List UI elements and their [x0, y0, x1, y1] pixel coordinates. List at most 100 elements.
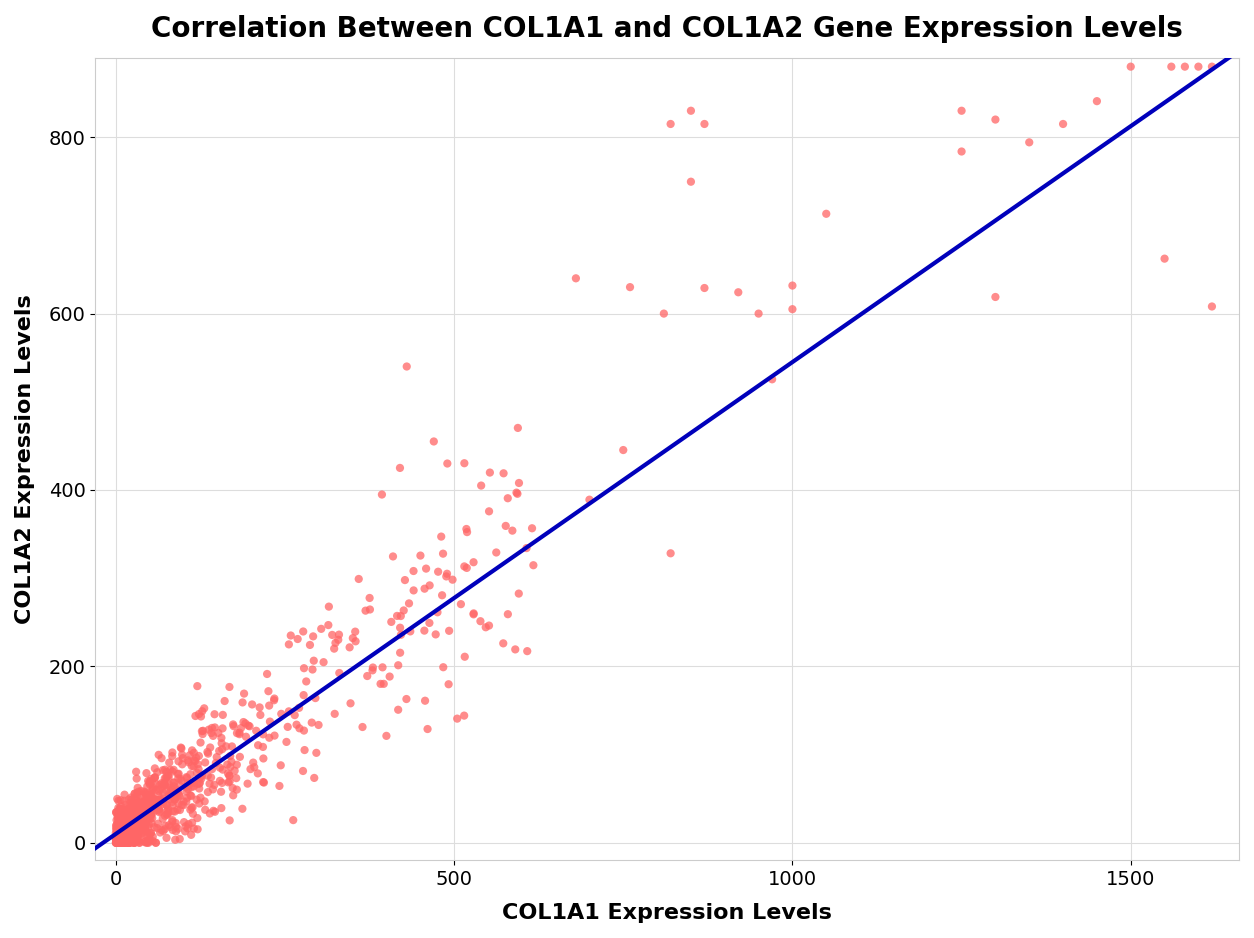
- Point: [295, 743, 315, 758]
- Point: [271, 758, 291, 773]
- Point: [240, 719, 260, 734]
- Point: [109, 835, 129, 850]
- Point: [129, 806, 149, 821]
- Point: [133, 817, 153, 832]
- Point: [456, 524, 477, 539]
- Point: [132, 811, 152, 826]
- Point: [117, 835, 137, 850]
- Point: [149, 784, 169, 799]
- Point: [203, 803, 223, 818]
- Point: [148, 816, 168, 831]
- Point: [517, 643, 537, 658]
- Point: [127, 803, 147, 818]
- Point: [122, 827, 142, 842]
- Point: [314, 655, 334, 670]
- Point: [242, 697, 262, 712]
- Point: [139, 810, 159, 825]
- Point: [124, 835, 144, 850]
- Point: [216, 739, 236, 754]
- Point: [308, 718, 329, 733]
- Point: [1155, 251, 1175, 266]
- Point: [184, 821, 204, 836]
- Point: [118, 803, 138, 818]
- Point: [112, 820, 132, 835]
- Point: [171, 771, 191, 786]
- Point: [157, 783, 177, 798]
- Point: [177, 791, 197, 806]
- Point: [153, 811, 173, 826]
- Point: [108, 811, 128, 826]
- Point: [399, 596, 419, 611]
- Point: [138, 798, 158, 813]
- Point: [109, 815, 129, 830]
- Point: [140, 787, 161, 802]
- Point: [164, 792, 184, 807]
- Point: [118, 823, 138, 838]
- Point: [127, 793, 147, 808]
- Point: [357, 669, 377, 684]
- Point: [107, 812, 127, 827]
- Point: [169, 803, 189, 818]
- Point: [161, 820, 181, 835]
- Point: [108, 828, 128, 843]
- Point: [184, 753, 204, 768]
- Point: [110, 835, 130, 850]
- Point: [147, 782, 167, 797]
- Point: [177, 770, 197, 785]
- Point: [122, 793, 142, 808]
- Point: [425, 627, 445, 642]
- Point: [120, 807, 140, 822]
- Point: [169, 831, 189, 846]
- Point: [113, 827, 133, 842]
- Point: [178, 821, 198, 836]
- Point: [114, 811, 134, 826]
- Point: [223, 719, 243, 734]
- Point: [110, 801, 130, 816]
- Point: [134, 807, 154, 822]
- Point: [222, 754, 242, 769]
- Point: [166, 824, 186, 839]
- Point: [390, 461, 410, 476]
- Point: [138, 835, 158, 850]
- Point: [122, 831, 142, 846]
- Point: [362, 663, 382, 678]
- Point: [109, 829, 129, 844]
- Point: [376, 729, 396, 744]
- Point: [223, 717, 243, 732]
- Point: [112, 815, 132, 830]
- Point: [132, 812, 152, 827]
- Point: [203, 782, 223, 797]
- Point: [166, 787, 186, 802]
- Point: [138, 803, 158, 818]
- Point: [114, 825, 134, 840]
- Point: [479, 504, 499, 519]
- Point: [212, 801, 232, 816]
- Title: Correlation Between COL1A1 and COL1A2 Gene Expression Levels: Correlation Between COL1A1 and COL1A2 Ge…: [152, 15, 1184, 43]
- Point: [132, 826, 152, 841]
- Point: [118, 806, 138, 821]
- Point: [112, 829, 132, 844]
- Point: [187, 810, 207, 825]
- Point: [182, 815, 202, 830]
- Point: [270, 779, 290, 794]
- Point: [182, 743, 202, 758]
- Point: [109, 814, 129, 829]
- Point: [522, 521, 542, 536]
- Point: [218, 766, 238, 781]
- Point: [133, 812, 153, 827]
- Point: [107, 805, 127, 820]
- Point: [135, 794, 155, 809]
- Point: [135, 808, 155, 823]
- Point: [122, 802, 142, 817]
- Point: [163, 781, 183, 796]
- Point: [130, 819, 150, 834]
- Point: [110, 819, 130, 834]
- Point: [695, 116, 715, 131]
- Point: [144, 761, 164, 776]
- Point: [202, 720, 222, 735]
- Point: [189, 781, 209, 796]
- Point: [416, 561, 436, 576]
- Point: [139, 835, 159, 850]
- Point: [172, 773, 192, 788]
- Point: [613, 443, 633, 458]
